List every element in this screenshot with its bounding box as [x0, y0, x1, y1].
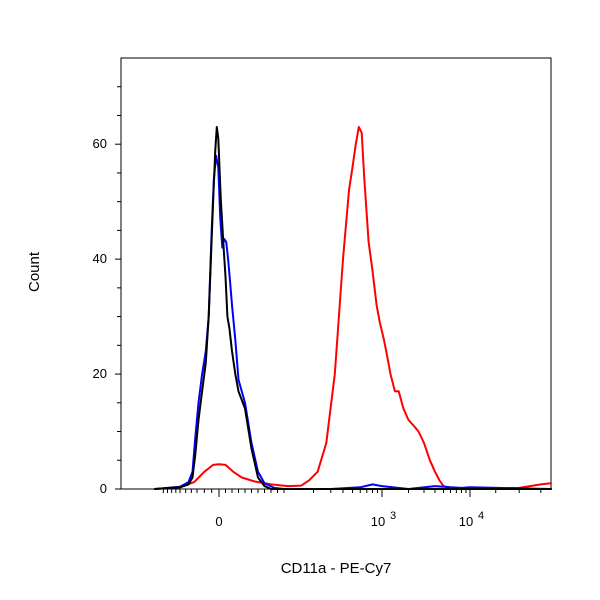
plot-area — [120, 57, 552, 490]
y-axis: 0 20 40 60 — [93, 86, 121, 496]
x-tick-label: 0 — [215, 514, 222, 529]
series-line-2 — [154, 154, 552, 490]
x-axis-label: CD11a - PE-Cy7 — [281, 560, 392, 577]
x-tick-exponent: 4 — [478, 510, 484, 522]
plot-frame — [120, 57, 552, 490]
y-tick-label: 0 — [100, 481, 107, 496]
y-tick-label: 60 — [93, 136, 107, 151]
series-line-3 — [154, 126, 552, 490]
y-tick-label: 40 — [93, 251, 107, 266]
y-tick-label: 20 — [93, 366, 107, 381]
x-tick-label: 10 — [459, 514, 473, 529]
x-axis: 0 10 3 10 4 — [162, 489, 542, 529]
x-tick-exponent: 3 — [390, 510, 396, 522]
series-line-1 — [154, 126, 552, 490]
y-axis-label: Count — [26, 251, 43, 292]
x-tick-label: 10 — [371, 514, 385, 529]
